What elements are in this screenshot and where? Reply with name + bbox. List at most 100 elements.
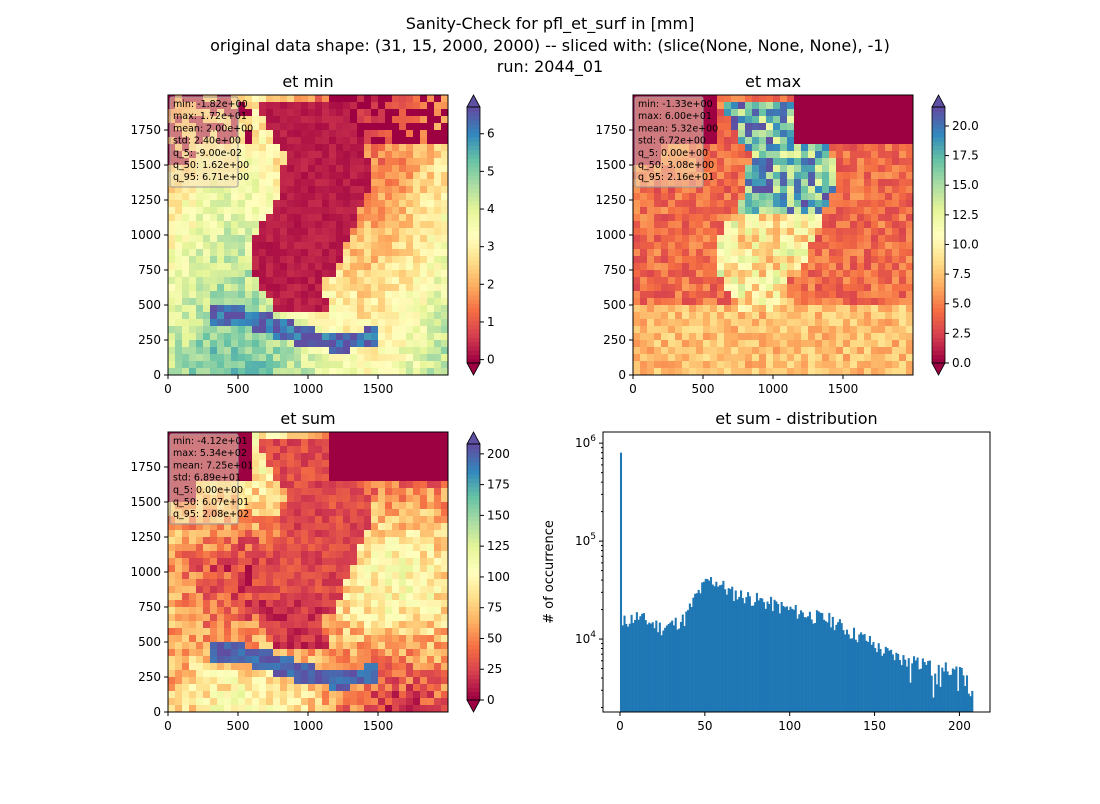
heatmap-cell: [210, 270, 217, 277]
heatmap-cell: [392, 235, 399, 242]
heatmap-cell: [406, 214, 413, 221]
heatmap-cell: [724, 158, 731, 165]
heatmap-cell: [287, 635, 294, 642]
heatmap-cell: [175, 607, 182, 614]
heatmap-cell: [175, 207, 182, 214]
heatmap-cell: [836, 270, 843, 277]
heatmap-cell: [308, 284, 315, 291]
heatmap-cell: [434, 158, 441, 165]
heatmap-cell: [245, 326, 252, 333]
heatmap-cell: [231, 368, 238, 375]
heatmap-cell: [420, 684, 427, 691]
colorbar-segment: [932, 201, 945, 206]
heatmap-cell: [717, 186, 724, 193]
heatmap-cell: [710, 277, 717, 284]
heatmap-cell: [857, 263, 864, 270]
heatmap-cell: [322, 467, 329, 474]
heatmap-cell: [780, 228, 787, 235]
heatmap-cell: [822, 200, 829, 207]
heatmap-cell: [217, 340, 224, 347]
heatmap-cell: [371, 249, 378, 256]
heatmap-cell: [871, 256, 878, 263]
heatmap-cell: [892, 172, 899, 179]
heatmap-cell: [231, 207, 238, 214]
heatmap-cell: [640, 291, 647, 298]
heatmap-cell: [892, 298, 899, 305]
heatmap-cell: [413, 109, 420, 116]
heatmap-cell: [343, 635, 350, 642]
heatmap-cell: [329, 516, 336, 523]
heatmap-cell: [210, 298, 217, 305]
heatmap-cell: [301, 263, 308, 270]
colorbar-tick-label: 3: [487, 240, 495, 254]
heatmap-cell: [273, 277, 280, 284]
heatmap-cell: [322, 516, 329, 523]
heatmap-cell: [238, 677, 245, 684]
heatmap-cell: [696, 249, 703, 256]
heatmap-cell: [406, 453, 413, 460]
heatmap-cell: [182, 551, 189, 558]
heatmap-cell: [885, 347, 892, 354]
heatmap-cell: [182, 319, 189, 326]
heatmap-cell: [245, 333, 252, 340]
heatmap-cell: [168, 537, 175, 544]
y-tick-label: 250: [138, 333, 161, 347]
heatmap-cell: [336, 263, 343, 270]
heatmap-cell: [329, 635, 336, 642]
heatmap-cell: [808, 354, 815, 361]
heatmap-cell: [745, 319, 752, 326]
heatmap-cell: [752, 193, 759, 200]
heatmap-cell: [308, 123, 315, 130]
heatmap-cell: [675, 235, 682, 242]
heatmap-cell: [392, 649, 399, 656]
heatmap-cell: [766, 263, 773, 270]
heatmap-cell: [224, 354, 231, 361]
heatmap-cell: [878, 249, 885, 256]
heatmap-cell: [654, 249, 661, 256]
heatmap-cell: [322, 474, 329, 481]
heatmap-cell: [413, 340, 420, 347]
heatmap-cell: [738, 291, 745, 298]
heatmap-cell: [696, 193, 703, 200]
heatmap-cell: [738, 305, 745, 312]
heatmap-cell: [371, 698, 378, 705]
heatmap-cell: [745, 242, 752, 249]
heatmap-cell: [892, 158, 899, 165]
heatmap-cell: [273, 116, 280, 123]
heatmap-cell: [378, 200, 385, 207]
heatmap-cell: [399, 523, 406, 530]
heatmap-cell: [413, 228, 420, 235]
heatmap-cell: [357, 130, 364, 137]
heatmap-cell: [322, 116, 329, 123]
heatmap-cell: [885, 137, 892, 144]
heatmap-cell: [308, 460, 315, 467]
heatmap-cell: [182, 572, 189, 579]
heatmap-cell: [266, 635, 273, 642]
heatmap-cell: [224, 319, 231, 326]
heatmap-cell: [371, 340, 378, 347]
heatmap-cell: [266, 579, 273, 586]
heatmap-cell: [196, 354, 203, 361]
heatmap-cell: [815, 116, 822, 123]
heatmap-cell: [794, 235, 801, 242]
heatmap-cell: [231, 312, 238, 319]
heatmap-cell: [203, 614, 210, 621]
heatmap-cell: [864, 249, 871, 256]
colorbar-segment: [932, 346, 945, 351]
heatmap-cell: [245, 663, 252, 670]
heatmap-cell: [217, 670, 224, 677]
heatmap-cell: [878, 242, 885, 249]
heatmap-cell: [301, 439, 308, 446]
heatmap-cell: [752, 312, 759, 319]
heatmap-cell: [406, 200, 413, 207]
heatmap-cell: [892, 186, 899, 193]
heatmap-cell: [822, 235, 829, 242]
heatmap-cell: [315, 228, 322, 235]
colorbar-segment: [932, 214, 945, 219]
heatmap-cell: [294, 481, 301, 488]
heatmap-cell: [294, 193, 301, 200]
heatmap-cell: [336, 123, 343, 130]
heatmap-cell: [273, 158, 280, 165]
heatmap-cell: [287, 137, 294, 144]
heatmap-cell: [906, 326, 913, 333]
